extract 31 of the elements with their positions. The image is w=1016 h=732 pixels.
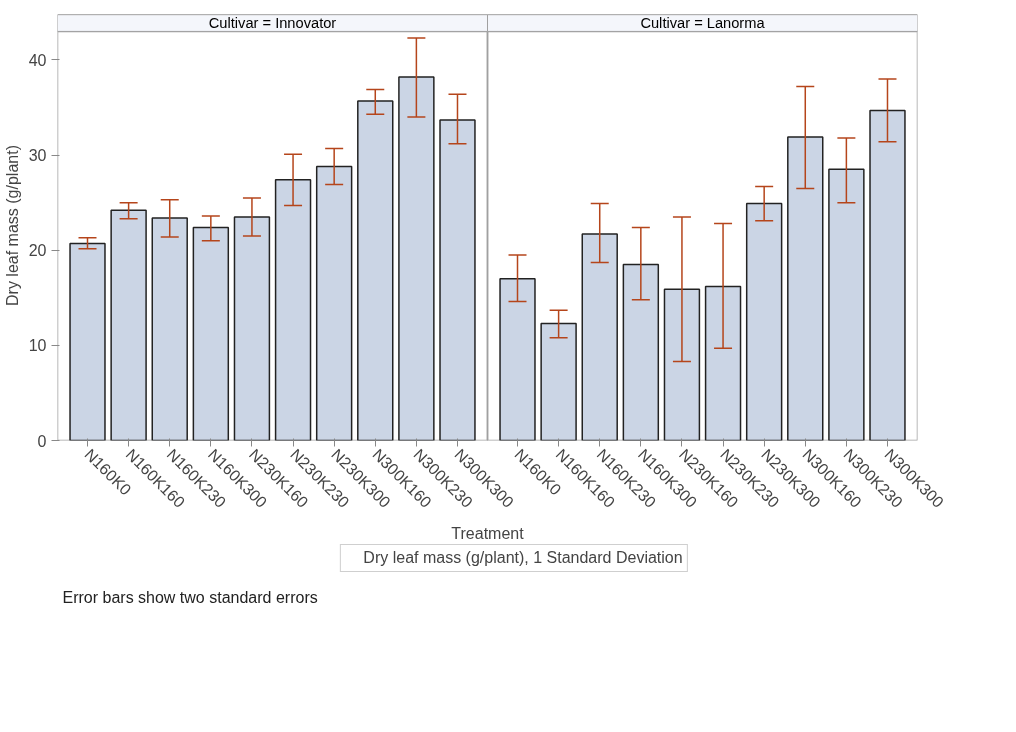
bar xyxy=(110,209,147,441)
bar xyxy=(499,278,536,441)
y-tick-label: 0 xyxy=(37,432,47,450)
x-axis-title: Treatment xyxy=(451,524,525,542)
bar xyxy=(581,233,618,441)
bar xyxy=(745,202,783,441)
bar xyxy=(869,109,906,441)
y-tick-label: 10 xyxy=(28,337,47,355)
bar xyxy=(439,119,476,441)
bar xyxy=(663,288,701,441)
y-tick-label: 40 xyxy=(28,51,47,69)
bar xyxy=(151,217,188,441)
bar xyxy=(704,285,742,441)
bar xyxy=(787,136,824,441)
text: Error bars show two standard errors xyxy=(62,588,318,606)
bar xyxy=(540,322,577,441)
y-axis-title: Dry leaf mass (g/plant) xyxy=(3,145,21,306)
y-tick-label: 30 xyxy=(28,147,47,165)
bar xyxy=(828,168,865,441)
text: Dry leaf mass (g/plant), 1 Standard Deviation xyxy=(363,549,683,567)
y-tick-label: 20 xyxy=(28,242,47,260)
bar xyxy=(274,179,312,441)
bar xyxy=(315,165,353,441)
bar xyxy=(233,216,271,441)
chart-title: Cultivar = Innovator xyxy=(208,15,337,32)
chart-title: Cultivar = Lanorma xyxy=(640,15,766,32)
bar xyxy=(69,242,106,441)
bar xyxy=(357,100,394,441)
bar xyxy=(622,263,660,441)
bar xyxy=(192,226,230,441)
bar xyxy=(398,76,435,441)
